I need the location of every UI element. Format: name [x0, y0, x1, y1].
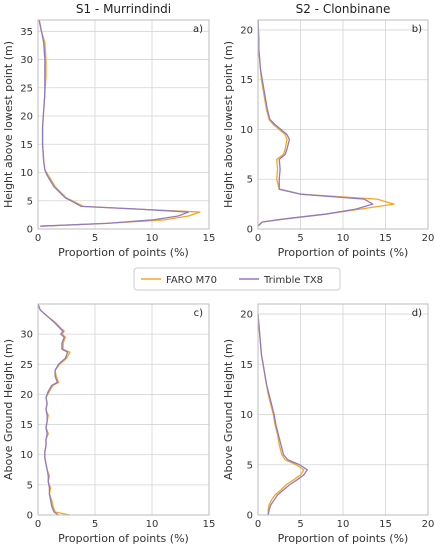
x-axis-title: Proportion of points (%) — [58, 246, 189, 259]
panel-title: S1 - Murrindindi — [76, 2, 171, 16]
legend-box — [133, 267, 341, 291]
plot-frame — [257, 19, 429, 230]
y-tick-label: 5 — [27, 196, 33, 207]
panel-b: 0 5 10 15 20 0 5 10 15 20 Proportion of points (%)… — [222, 2, 434, 259]
series-line-trimble — [38, 19, 190, 227]
x-tick-label: 10 — [337, 519, 350, 530]
plot-frame — [37, 303, 210, 516]
x-tick-label: 10 — [146, 233, 159, 244]
x-tick-label: 15 — [379, 519, 392, 530]
x-tick-label: 0 — [255, 519, 261, 530]
x-tick-label: 5 — [92, 233, 98, 244]
y-tick-label: 10 — [240, 125, 253, 136]
y-tick-label: 0 — [247, 511, 253, 522]
series-line-trimble — [257, 313, 308, 516]
panel-label: a) — [193, 24, 203, 35]
panel-d: 0 5 10 15 20 0 5 10 15 20 Proportion of points (%)… — [222, 303, 435, 545]
panel-label: c) — [194, 308, 203, 319]
y-tick-label: 35 — [20, 27, 33, 38]
y-tick-label: 15 — [240, 75, 253, 86]
panel-label: d) — [412, 308, 422, 319]
x-tick-label: 0 — [35, 519, 41, 530]
x-tick-label: 20 — [422, 519, 435, 530]
y-tick-label: 10 — [240, 410, 253, 421]
y-tick-label: 20 — [240, 310, 253, 321]
x-tick-label: 20 — [422, 233, 435, 244]
series-line-faro — [37, 303, 71, 516]
series-line-trimble — [257, 19, 374, 227]
x-axis-title: Proportion of points (%) — [278, 532, 409, 545]
y-tick-label: 0 — [27, 225, 33, 236]
x-tick-label: 0 — [35, 233, 41, 244]
x-tick-label: 15 — [203, 519, 216, 530]
y-axis-title: Height above lowest point (m) — [222, 41, 235, 208]
legend-label-trimble: Trimble TX8 — [263, 275, 323, 286]
y-tick-label: 15 — [240, 360, 253, 371]
y-tick-label: 20 — [20, 112, 33, 123]
y-tick-label: 5 — [27, 480, 33, 491]
legend: FARO M70 Trimble TX8 — [133, 267, 341, 291]
y-tick-label: 10 — [20, 450, 33, 461]
x-tick-label: 15 — [203, 233, 216, 244]
x-tick-label: 5 — [297, 519, 303, 530]
x-tick-label: 10 — [337, 233, 350, 244]
series-line-faro — [38, 19, 201, 227]
panel-c: 0 5 10 15 0 5 10 15 20 25 30 Proportion of points (… — [2, 303, 216, 545]
y-tick-label: 5 — [247, 175, 253, 186]
series-line-faro — [257, 19, 395, 227]
y-tick-label: 15 — [20, 420, 33, 431]
x-tick-label: 10 — [146, 519, 159, 530]
y-tick-label: 0 — [27, 511, 33, 522]
y-tick-label: 20 — [20, 390, 33, 401]
y-axis-title: Above Ground Height (m) — [2, 339, 15, 480]
panel-title: S2 - Clonbinane — [296, 2, 391, 16]
x-tick-label: 5 — [92, 519, 98, 530]
plot-frame — [37, 19, 210, 230]
y-tick-label: 5 — [247, 460, 253, 471]
y-tick-label: 25 — [20, 360, 33, 371]
panel-label: b) — [412, 24, 422, 35]
panel-a: 0 5 10 15 0 5 10 15 20 25 30 35 Proportion of points… — [2, 2, 215, 259]
x-tick-label: 15 — [379, 233, 392, 244]
x-axis-title: Proportion of points (%) — [58, 532, 189, 545]
y-tick-label: 10 — [20, 168, 33, 179]
y-tick-label: 20 — [240, 25, 253, 36]
x-tick-label: 5 — [297, 233, 303, 244]
y-axis-title: Above Ground Height (m) — [222, 339, 235, 480]
series-line-trimble — [37, 303, 69, 516]
y-axis-title: Height above lowest point (m) — [2, 41, 15, 208]
y-tick-label: 25 — [20, 83, 33, 94]
y-tick-label: 0 — [247, 225, 253, 236]
y-tick-label: 15 — [20, 140, 33, 151]
y-tick-label: 30 — [20, 330, 33, 341]
y-tick-label: 30 — [20, 55, 33, 66]
x-axis-title: Proportion of points (%) — [278, 246, 409, 259]
plot-frame — [257, 303, 429, 516]
x-tick-label: 0 — [255, 233, 261, 244]
legend-label-faro: FARO M70 — [166, 275, 217, 286]
